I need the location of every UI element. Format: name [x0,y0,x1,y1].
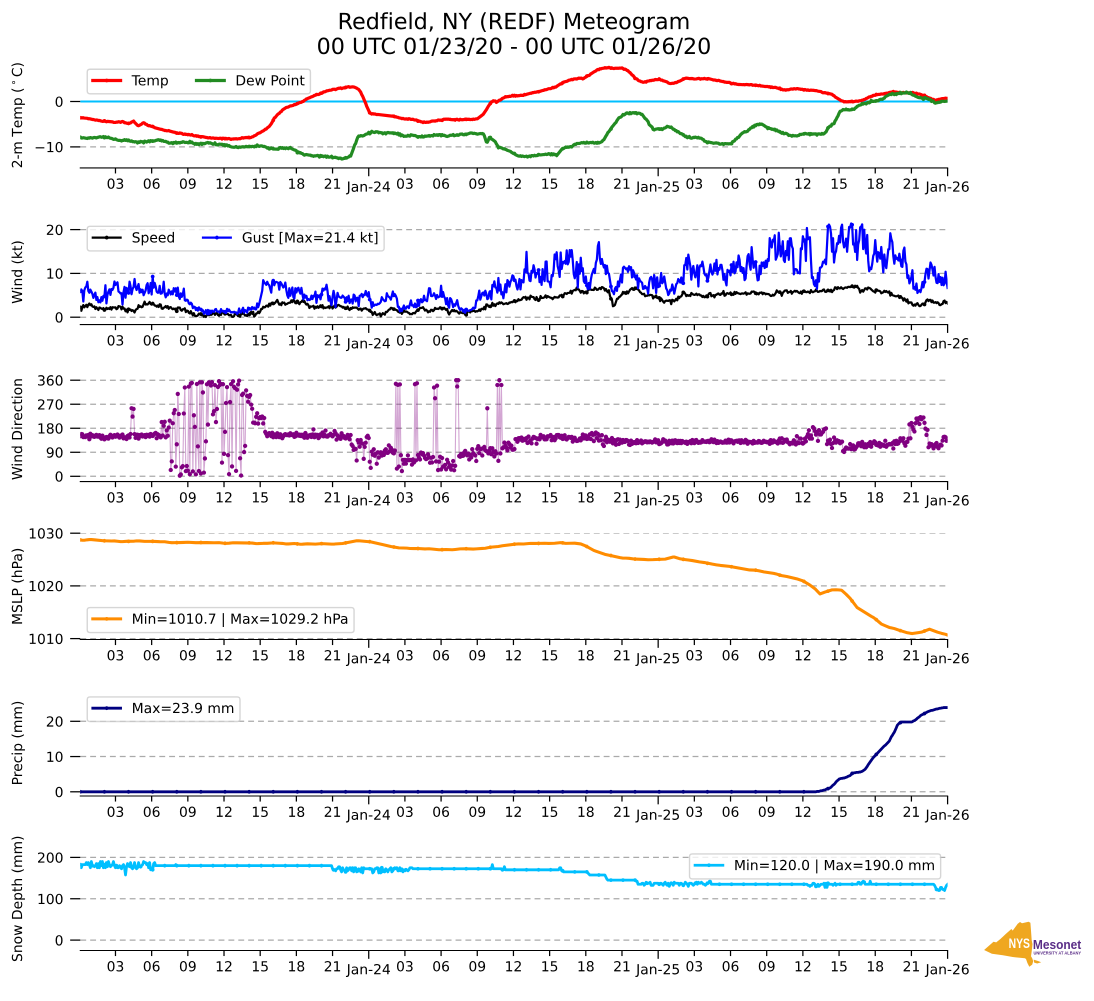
svg-text:NYS: NYS [1009,936,1030,951]
svg-text:UNIVERSITY AT ALBANY: UNIVERSITY AT ALBANY [1034,951,1082,956]
svg-text:Mesonet: Mesonet [1033,937,1082,952]
